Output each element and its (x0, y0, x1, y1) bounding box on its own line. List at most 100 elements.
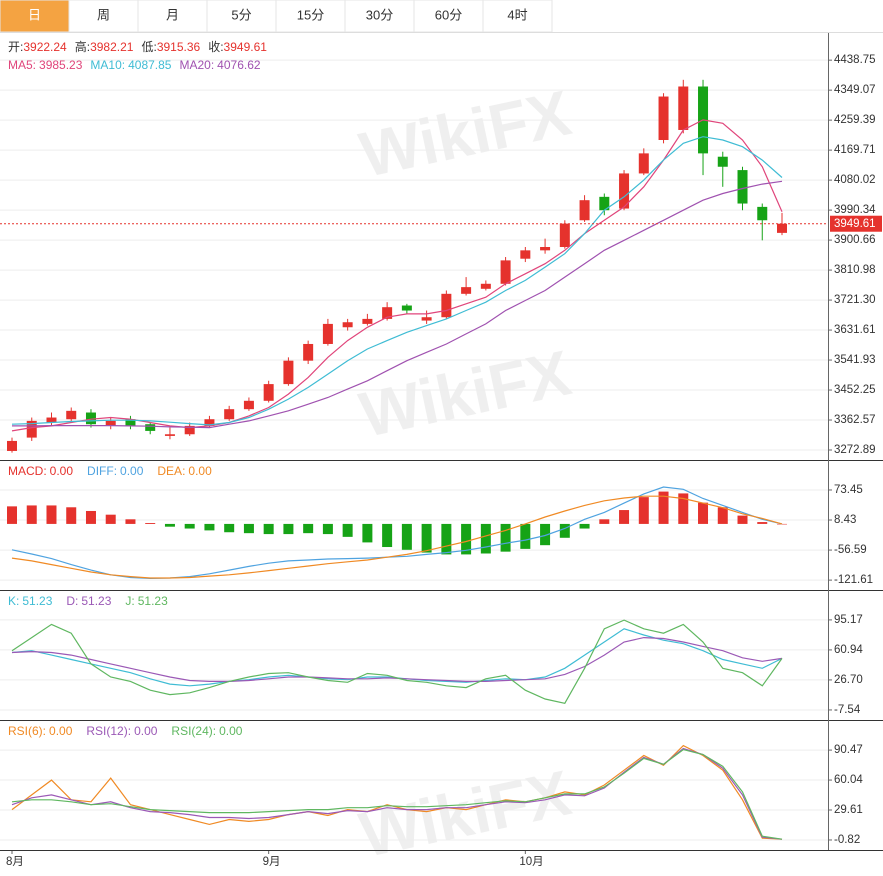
legend-name: DEA: (157, 464, 185, 478)
macd-bar (85, 510, 96, 524)
candle-body (401, 305, 412, 311)
legend-name: RSI(12): (86, 724, 131, 738)
tab[interactable]: 15分 (275, 0, 346, 33)
candle-body (243, 400, 254, 410)
macd-bar (46, 505, 57, 524)
macd-bar (520, 523, 531, 549)
macd-bar (105, 514, 116, 524)
ohlc-value: 3949.61 (224, 40, 268, 54)
x-tick-label: 8月 (6, 856, 24, 868)
macd-bar (283, 523, 294, 535)
legend-value: 0.00 (120, 464, 144, 478)
macd-bar (164, 523, 175, 527)
ohlc-label: 低: (141, 40, 156, 54)
tab[interactable]: 60分 (413, 0, 484, 33)
tab-bg (482, 0, 553, 33)
tab[interactable]: 5分 (206, 0, 277, 33)
candle-body (342, 322, 353, 328)
tab[interactable]: 日 (0, 0, 70, 33)
macd-bar (441, 523, 452, 555)
ohlc-label: 高: (75, 39, 90, 54)
tab-bg (206, 0, 277, 33)
macd-bar (717, 507, 728, 524)
legend-name: DIFF: (87, 464, 117, 478)
candle-body (303, 343, 314, 361)
y-tick-label: 4259.39 (834, 114, 876, 126)
macd-bar (26, 505, 37, 524)
legend-value: 0.00 (50, 464, 74, 478)
candle-body (66, 410, 77, 420)
macd-bar (184, 523, 195, 529)
ohlc-legend: 开:3922.24 高:3982.21 低:3915.36 收:3949.61 (8, 39, 267, 54)
candle-body (461, 287, 472, 294)
macd-bar (579, 523, 590, 529)
legend-name: D: (66, 594, 78, 608)
legend-name: MA5: (8, 58, 36, 72)
macd-bar (66, 507, 77, 524)
tab-label: 4时 (507, 7, 527, 22)
candle-body (678, 86, 689, 130)
y-tick-label: 73.45 (834, 484, 863, 496)
y-tick-label: 3900.66 (834, 234, 876, 246)
ma-legend: MA5: 3985.23 MA10: 4087.85 MA20: 4076.62 (8, 58, 261, 72)
macd-bar (382, 523, 393, 548)
legend-value: 3985.23 (39, 58, 83, 72)
indicator-legend: RSI(6): 0.00 RSI(12): 0.00 RSI(24): 0.00 (8, 724, 243, 738)
candle-body (164, 434, 175, 436)
tab-label: 15分 (297, 7, 324, 22)
y-tick-label: -0.82 (834, 834, 860, 846)
tab-bg (413, 0, 484, 33)
macd-bar (737, 515, 748, 524)
candle-body (638, 153, 649, 174)
macd-bar (401, 523, 412, 550)
candle-body (224, 409, 235, 420)
legend-value: 0.00 (49, 724, 73, 738)
indicator-legend: MACD: 0.00 DIFF: 0.00 DEA: 0.00 (8, 464, 212, 478)
tab-bg (275, 0, 346, 33)
tab[interactable]: 30分 (344, 0, 415, 33)
y-tick-label: 3990.34 (834, 204, 876, 216)
legend-value: 0.00 (219, 724, 243, 738)
y-tick-label: 4169.71 (834, 144, 876, 156)
tab-bg (344, 0, 415, 33)
candle-body (204, 419, 215, 426)
indicator-legend: K: 51.23 D: 51.23 J: 51.23 (8, 594, 168, 608)
y-tick-label: 4349.07 (834, 84, 876, 96)
tab[interactable]: 4时 (482, 0, 553, 33)
series-line (11, 748, 783, 840)
candle-body (579, 200, 590, 221)
candle-body (559, 223, 570, 248)
legend-name: RSI(24): (171, 724, 216, 738)
candle-body (737, 170, 748, 204)
y-tick-label: 3272.89 (834, 444, 876, 456)
tab-label: 5分 (231, 7, 251, 22)
legend-value: 0.00 (188, 464, 212, 478)
candle-body (145, 424, 156, 431)
macd-bar (204, 523, 215, 531)
legend-value: 4076.62 (217, 58, 261, 72)
candle-body (184, 425, 195, 435)
last-price-box (830, 215, 882, 232)
candle-body (362, 318, 373, 324)
tab[interactable]: 月 (137, 0, 208, 33)
macd-bar (362, 523, 373, 543)
series-line (12, 180, 783, 429)
y-tick-label: 3721.30 (834, 294, 876, 306)
candle-body (421, 317, 432, 321)
macd-bar (480, 523, 491, 554)
candle-body (658, 96, 669, 141)
macd-bar (500, 523, 511, 552)
macd-bar (303, 523, 314, 534)
macd-bar (243, 523, 254, 534)
y-tick-label: 3452.25 (834, 384, 876, 396)
y-tick-label: -56.59 (834, 544, 867, 556)
series-line (11, 495, 783, 579)
legend-name: J: (125, 594, 134, 608)
tab[interactable]: 周 (68, 0, 139, 33)
y-tick-label: 26.70 (834, 674, 863, 686)
y-tick-label: -7.54 (834, 704, 861, 716)
tab-bg (0, 0, 70, 33)
candle-body (105, 420, 116, 426)
